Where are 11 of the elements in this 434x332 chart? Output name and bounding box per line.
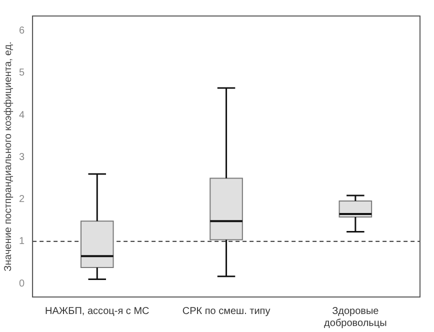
y-tick-label: 2 bbox=[19, 194, 25, 206]
y-tick-label: 0 bbox=[19, 278, 25, 290]
x-tick-label: СРК по смеш. типу bbox=[182, 306, 270, 317]
y-tick-label: 5 bbox=[19, 68, 25, 79]
y-axis-title: Значение постпрандиального коэффициента, ед. bbox=[2, 42, 14, 272]
y-tick-label: 6 bbox=[19, 25, 25, 36]
y-tick-label: 4 bbox=[19, 110, 25, 121]
x-tick-label: НАЖБП, ассоц-я с МС bbox=[45, 306, 150, 317]
x-tick-label: Здоровые добровольцы bbox=[324, 306, 387, 329]
y-tick-label: 3 bbox=[19, 152, 25, 163]
y-tick-label: 1 bbox=[19, 236, 25, 248]
